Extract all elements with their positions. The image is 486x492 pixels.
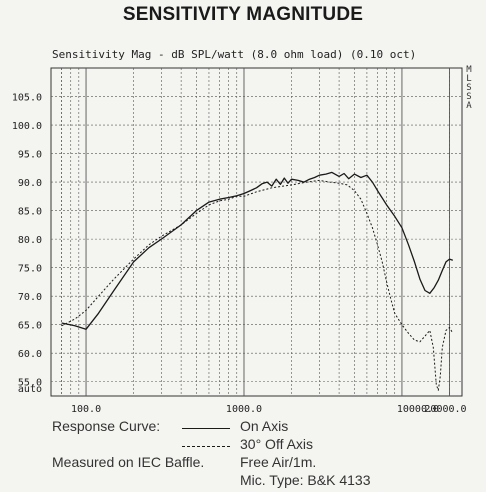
legend-on-axis: On Axis — [240, 418, 289, 434]
legend-response-label: Response Curve: — [52, 418, 161, 434]
series-off-axis-line — [61, 179, 454, 391]
y-tick-label: auto — [18, 384, 42, 395]
series-on-axis-line — [61, 171, 454, 330]
chart-title: SENSITIVITY MAGNITUDE — [122, 4, 364, 25]
y-tick-label: 55.0 — [18, 378, 42, 389]
y-tick-label: 100.0 — [12, 121, 42, 132]
legend-off-axis: 30° Off Axis — [240, 436, 314, 452]
y-tick-label: 60.0 — [18, 349, 42, 360]
chart-subtitle: Sensitivity Mag - dB SPL/watt (8.0 ohm l… — [52, 48, 417, 61]
y-tick-label: 80.0 — [18, 235, 42, 246]
legend-measured-value: Free Air/1m. — [240, 454, 317, 470]
legend-mic-type: Mic. Type: B&K 4133 — [240, 472, 371, 488]
y-tick-label: 90.0 — [18, 178, 42, 189]
series-group — [61, 171, 454, 391]
plot-area: 105.0 100.0 95.0 90.0 85.0 80.0 75.0 70.0 65.0 60… — [12, 67, 467, 415]
y-tick-label: 65.0 — [18, 321, 42, 332]
x-tick-label: 1000.0 — [226, 404, 262, 415]
legend-solid-swatch — [182, 428, 230, 429]
x-tick-label: 100.0 — [71, 404, 101, 415]
legend-measured-label: Measured on IEC Baffle. — [52, 454, 205, 470]
y-tick-label: 75.0 — [18, 264, 42, 275]
y-tick-label: 105.0 — [12, 93, 42, 104]
mlssa-side-label: MLSSA — [466, 65, 472, 111]
y-tick-label: 95.0 — [18, 150, 42, 161]
plot-frame — [50, 67, 463, 397]
y-axis-labels: 105.0 100.0 95.0 90.0 85.0 80.0 75.0 70.0 65.0 60… — [12, 93, 42, 395]
x-tick-label: 10000.0 — [397, 404, 439, 415]
x-tick-label: 20000.0 — [424, 404, 466, 415]
y-tick-label: 70.0 — [18, 292, 42, 303]
grid — [50, 67, 463, 397]
y-tick-label: 85.0 — [18, 207, 42, 218]
legend-dashed-swatch — [182, 446, 230, 447]
